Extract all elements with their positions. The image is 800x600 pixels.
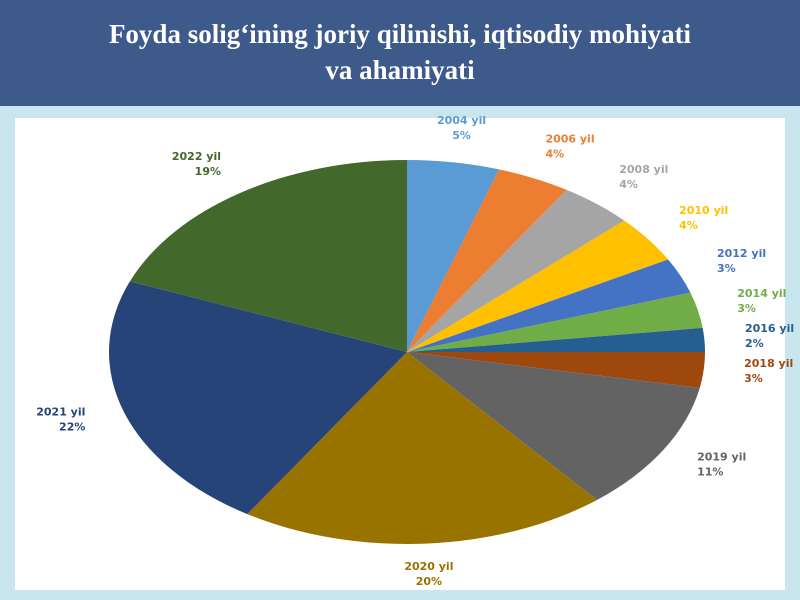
header-band (0, 0, 800, 106)
slice-value-label: 11% (697, 465, 723, 478)
slice-label: 2012 yil (717, 247, 766, 260)
slice-label: 2014 yil (737, 287, 786, 300)
slice-value-label: 2% (745, 337, 764, 350)
pie-slice (407, 160, 500, 352)
pie-slice (407, 292, 703, 352)
pie-slice (407, 220, 669, 352)
slice-label: 2020 yil (404, 560, 453, 573)
slice-value-label: 20% (416, 575, 442, 588)
slice-label: 2016 yil (745, 322, 794, 335)
slide-title: Foyda solig‘ining joriy qilinishi, iqtis… (108, 19, 692, 85)
slice-value-label: 5% (452, 129, 471, 142)
slice-value-label: 4% (545, 148, 564, 161)
slice-label: 2004 yil (437, 114, 486, 127)
slice-label: 2008 yil (619, 163, 668, 176)
slice-value-label: 3% (744, 372, 763, 385)
slice-label: 2006 yil (545, 133, 594, 146)
pie-slice (109, 281, 407, 515)
slice-value-label: 4% (619, 178, 638, 191)
pie-slice (129, 160, 407, 352)
slice-value-label: 22% (59, 420, 85, 433)
slice-label: 2021 yil (36, 405, 85, 418)
slice-label: 2019 yil (697, 450, 746, 463)
pie-slice (407, 169, 567, 352)
pie-slice (407, 352, 705, 388)
slice-value-label: 3% (717, 262, 736, 275)
slice-value-label: 4% (679, 219, 698, 232)
slice-value-label: 19% (195, 165, 221, 178)
pie-slice (407, 259, 691, 352)
pie-slice (407, 189, 625, 352)
slice-value-label: 3% (737, 302, 756, 315)
slice-label: 2018 yil (744, 357, 793, 370)
slice-label: 2022 yil (172, 150, 221, 163)
pie-slice (407, 327, 705, 352)
pie-slice (407, 352, 700, 500)
slice-label: 2010 yil (679, 204, 728, 217)
pie-slice (247, 352, 597, 544)
